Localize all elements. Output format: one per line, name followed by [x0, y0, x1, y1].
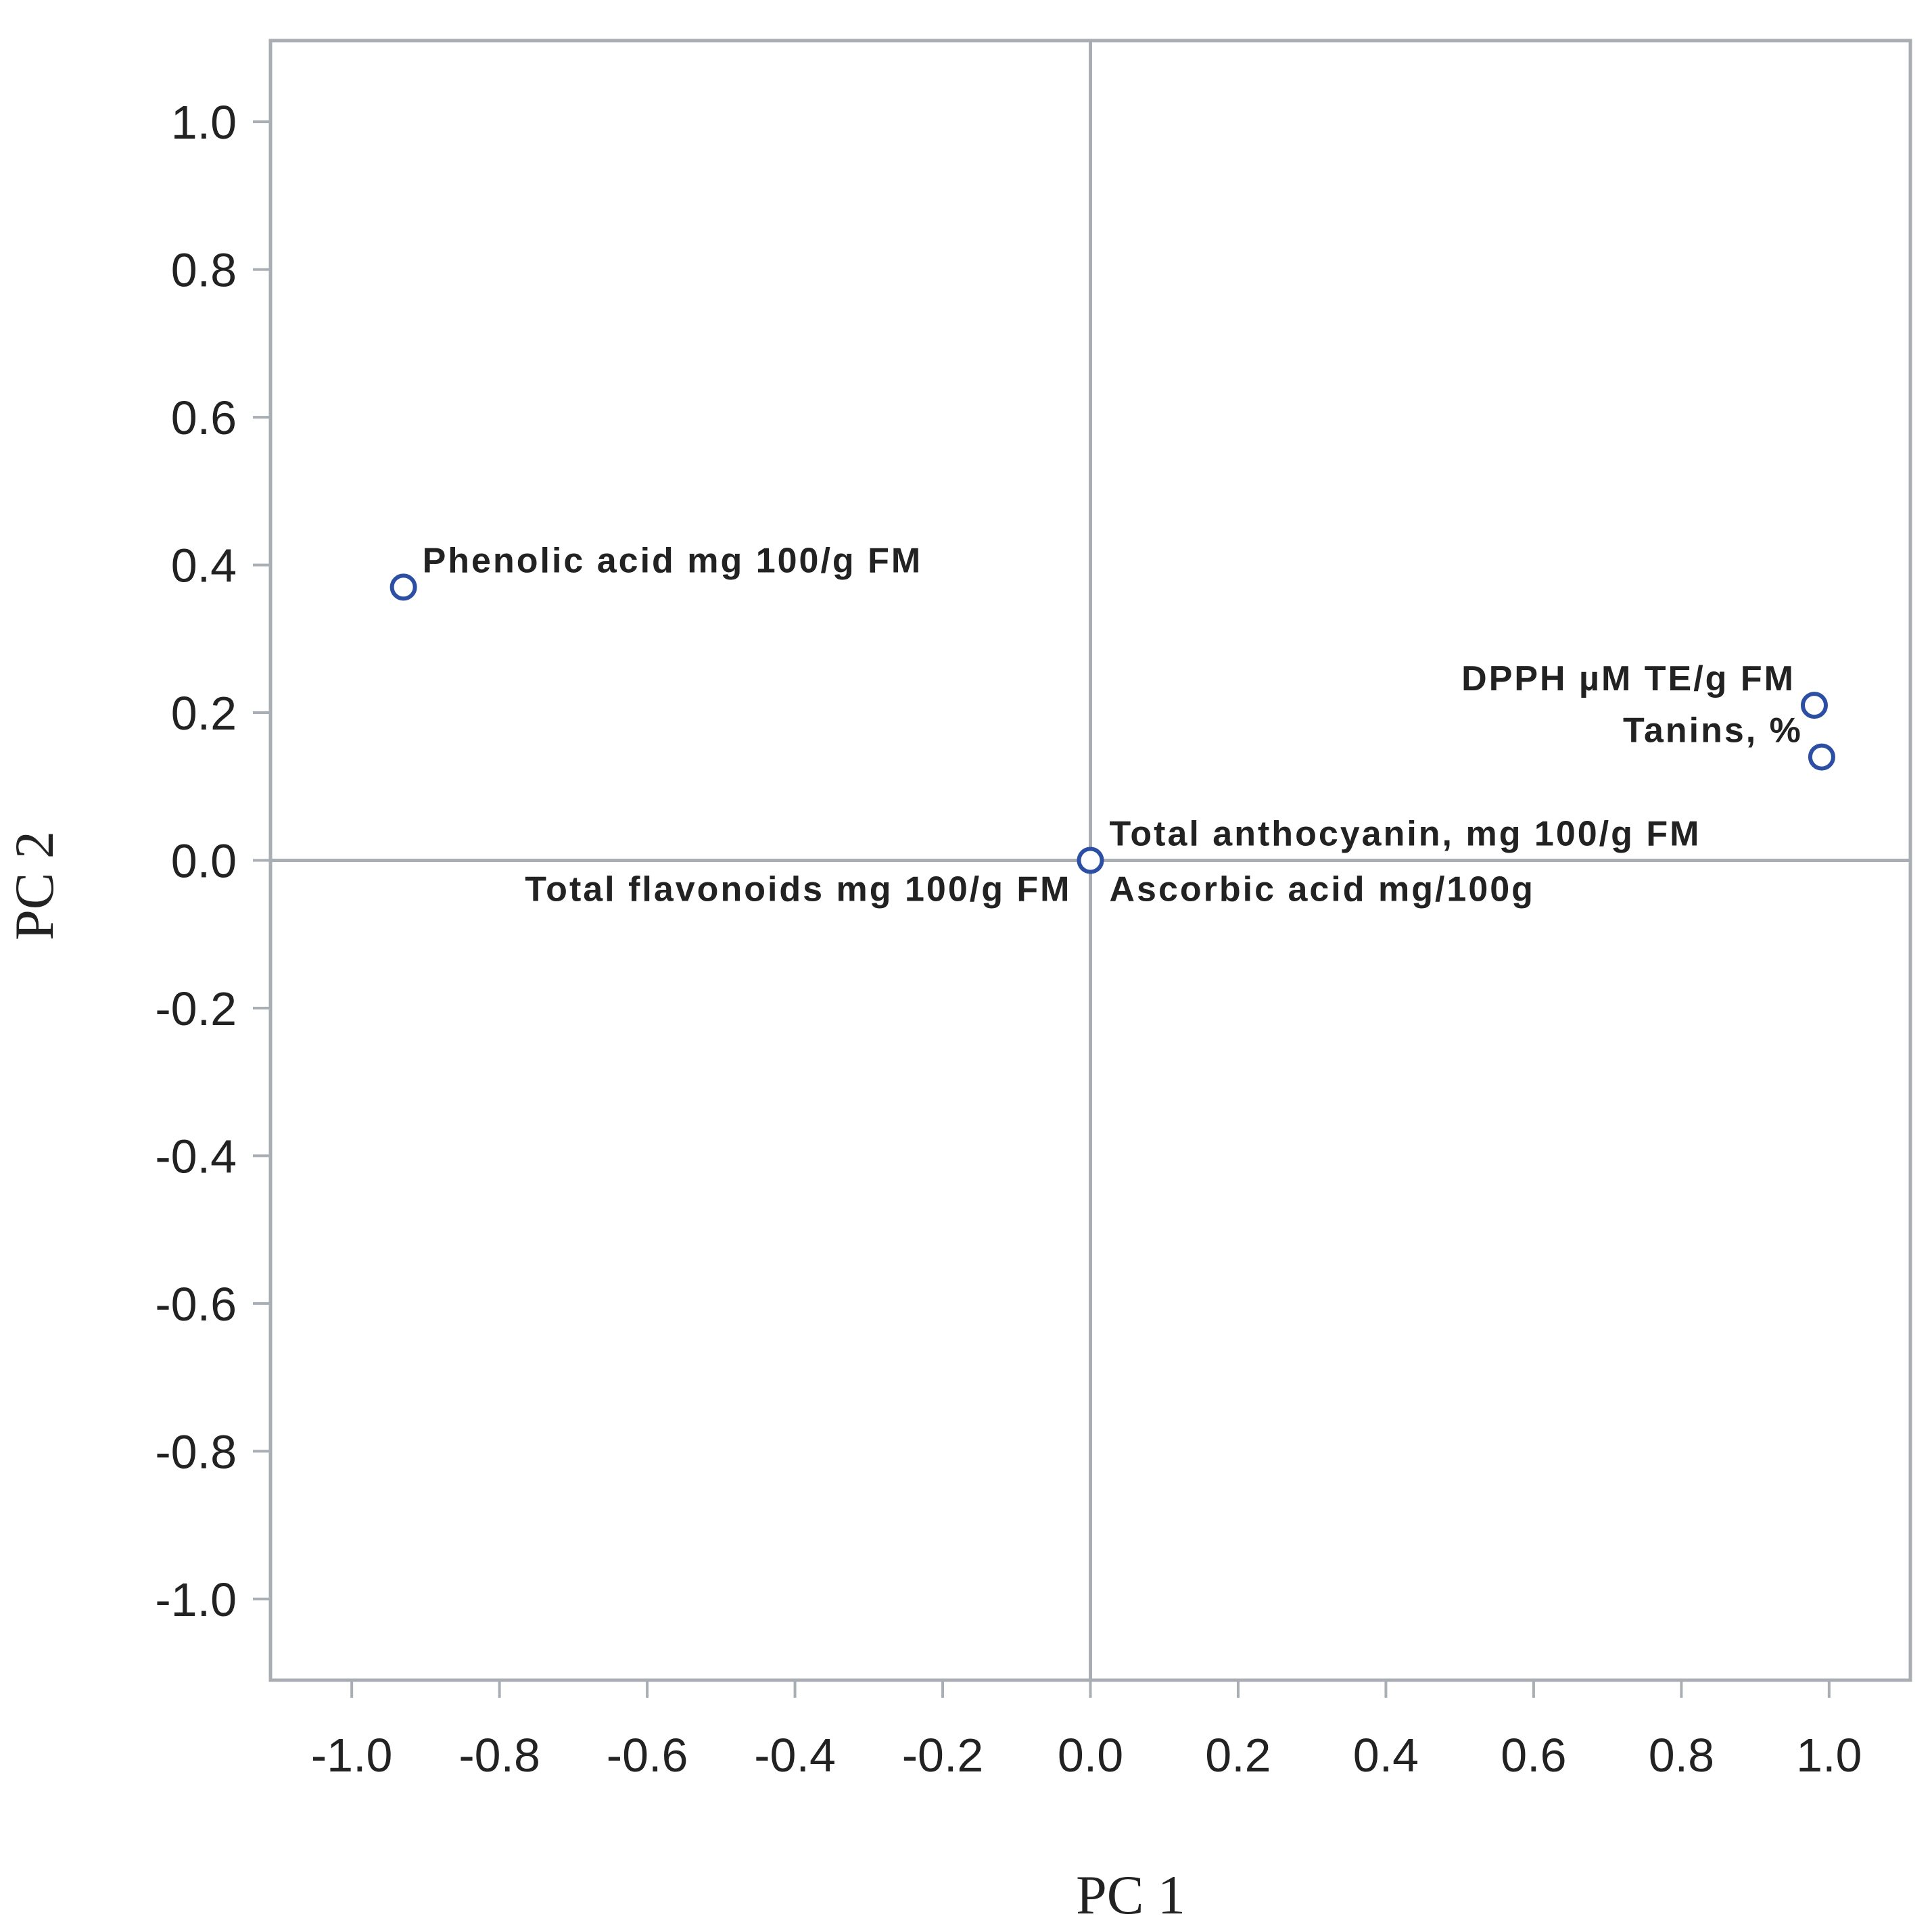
y-axis: 1.0 0.8 0.6 0.4 0.2 0.0 -0.2 -0.4 -0.6 -0.8 -1.0 — [155, 96, 270, 1626]
x-axis-title: PC 1 — [1076, 1864, 1185, 1926]
data-points: Phenolic acid mg 100/g FM DPPH µM TE/g FM… — [390, 541, 1835, 909]
data-point-label: Total anthocyanin, mg 100/g FM — [1110, 815, 1701, 854]
x-tick-label: -0.8 — [458, 1729, 540, 1782]
data-point-label: Phenolic acid mg 100/g FM — [423, 541, 923, 580]
x-tick-label: 0.2 — [1205, 1729, 1271, 1782]
x-tick-label: 1.0 — [1796, 1729, 1862, 1782]
y-tick-label: -0.4 — [155, 1130, 237, 1183]
x-tick-label: 0.6 — [1501, 1729, 1566, 1782]
y-tick-label: 0.6 — [171, 391, 237, 444]
y-tick-label: 0.2 — [171, 687, 237, 740]
y-tick-label: -0.2 — [155, 982, 237, 1035]
y-axis-title: PC 2 — [3, 831, 65, 940]
y-tick-label: -1.0 — [155, 1573, 237, 1626]
x-tick-label: -0.6 — [607, 1729, 688, 1782]
x-tick-label: 0.4 — [1353, 1729, 1419, 1782]
data-point-label: DPPH µM TE/g FM — [1461, 659, 1795, 698]
data-point-label: Ascorbic acid mg/100g — [1110, 870, 1535, 909]
y-tick-label: -0.8 — [155, 1425, 237, 1478]
data-point-marker — [1808, 743, 1835, 771]
x-tick-label: -0.4 — [754, 1729, 836, 1782]
x-tick-label: -1.0 — [311, 1729, 393, 1782]
data-point-label: Tanins, % — [1623, 711, 1803, 751]
x-tick-label: -0.2 — [902, 1729, 984, 1782]
y-tick-label: 0.8 — [171, 244, 237, 297]
x-tick-label: 0.0 — [1058, 1729, 1123, 1782]
data-point-marker — [1077, 847, 1104, 874]
data-point-marker — [390, 573, 417, 601]
y-tick-label: -0.6 — [155, 1278, 237, 1331]
y-tick-label: 1.0 — [171, 96, 237, 149]
data-point-label: Total flavonoids mg 100/g FM — [525, 870, 1071, 909]
data-point-marker — [1800, 692, 1828, 719]
y-tick-label: 0.4 — [171, 540, 237, 592]
x-axis: -1.0 -0.8 -0.6 -0.4 -0.2 0.0 0.2 0.4 0.6 0.8 1.0 — [311, 1680, 1862, 1782]
x-tick-label: 0.8 — [1649, 1729, 1714, 1782]
y-tick-label: 0.0 — [171, 835, 237, 888]
